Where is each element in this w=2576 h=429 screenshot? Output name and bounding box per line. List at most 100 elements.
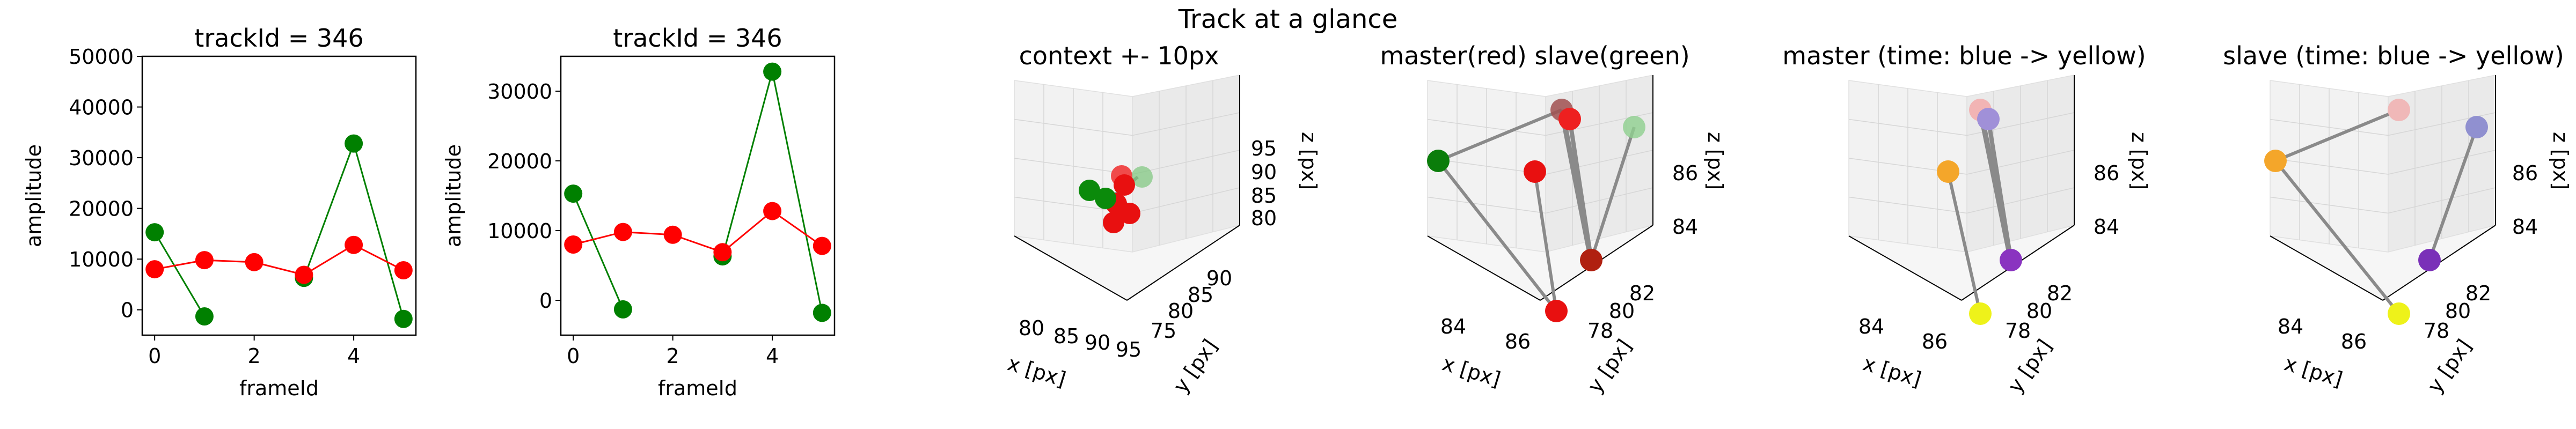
track-point [1131, 166, 1153, 188]
x-tick-label: 4 [766, 344, 779, 368]
y-tick-label: 85 [1188, 283, 1213, 307]
z-tick-label: 90 [1251, 160, 1277, 184]
x-tick-label: 4 [347, 344, 360, 368]
y-tick-label: 40000 [69, 96, 134, 120]
z-tick-label: 85 [1251, 184, 1277, 208]
z-tick-label: 95 [1251, 137, 1277, 160]
x-tick-label: 2 [667, 344, 679, 368]
track-segment [1986, 119, 2013, 261]
x-axis-line [1848, 235, 1962, 301]
chart-title: trackId = 346 [194, 24, 363, 53]
grid-line [1427, 196, 1546, 214]
track-point [1119, 203, 1140, 224]
x-tick-label: 90 [1085, 331, 1110, 354]
y-tick-label: 78 [2005, 319, 2031, 343]
x-axis-line [2270, 235, 2383, 301]
track-point [2388, 302, 2410, 325]
series-line [154, 243, 404, 276]
x-tick-label: 0 [148, 344, 161, 368]
data-point [613, 223, 632, 241]
z-tick-label: 84 [2094, 215, 2119, 239]
track-point [1427, 150, 1450, 172]
track-point [1103, 212, 1124, 233]
track-point [2000, 249, 2022, 271]
x-axis-label: frameId [239, 376, 319, 400]
z-axis-label: z [px] [2127, 132, 2151, 190]
track-segment [1946, 171, 1982, 314]
data-point [394, 261, 413, 279]
y-tick-label: 82 [2047, 282, 2073, 305]
line-chart-2: trackId = 346 0 10000 20000 30000 0 2 4 frameId a… [442, 24, 836, 400]
z-tick-label: 86 [2512, 161, 2538, 185]
grid-line [1848, 196, 1967, 214]
data-point [195, 307, 214, 326]
data-point [345, 134, 363, 153]
z-tick-label: 80 [1251, 206, 1277, 230]
series-1 [564, 62, 831, 322]
y-tick-label: 0 [539, 289, 552, 313]
chart-title: trackId = 346 [613, 24, 782, 53]
track-point [2465, 116, 2488, 138]
chart-title: context +- 10px [1019, 41, 1219, 70]
x-tick-label: 84 [2278, 315, 2303, 338]
grid-line [2388, 187, 2496, 214]
track-segment [2274, 108, 2400, 162]
series-1 [145, 134, 413, 328]
y-tick-label: 10000 [69, 248, 134, 271]
y-tick-label: 78 [1587, 319, 1613, 343]
x-axis-label: x [px] [1439, 351, 1503, 391]
line-charts: trackId = 346 0 10000 20000 30000 40000 50000 0… [22, 24, 836, 400]
x-tick-label: 86 [1922, 330, 1948, 353]
track-segment [1533, 171, 1558, 312]
x-tick-label: 86 [2341, 330, 2367, 353]
track-point [1580, 249, 1602, 271]
y-tick-label: 50000 [69, 45, 134, 69]
track-point [1558, 108, 1581, 130]
z-tick-label: 84 [1672, 215, 1698, 239]
scatter3d-panel-4: slave (time: blue -> yellow) x [px] y [px]… [2223, 41, 2572, 397]
track-segment [1590, 127, 1636, 261]
series-line [572, 71, 823, 313]
z-tick-label: 84 [2512, 215, 2538, 239]
track-point [2388, 99, 2410, 121]
data-point [813, 304, 831, 322]
track-point [1623, 116, 1645, 138]
chart-title: master (time: blue -> yellow) [1782, 41, 2146, 70]
track-segment [2274, 160, 2401, 315]
x-axis-label: frameId [658, 376, 737, 400]
line-chart-1: trackId = 346 0 10000 20000 30000 40000 50000 0… [22, 24, 417, 400]
y-tick-label: 30000 [69, 146, 134, 170]
grid-line [1132, 187, 1240, 214]
data-point [763, 202, 782, 220]
data-point [763, 62, 782, 81]
data-point [713, 243, 732, 262]
data-point [145, 260, 164, 279]
data-point [813, 236, 831, 255]
x-tick-label: 80 [1019, 316, 1044, 340]
y-axis-label: y [px] [2003, 335, 2057, 397]
y-tick-label: 82 [1629, 282, 1655, 305]
y-tick-label: 80 [1609, 299, 1635, 323]
z-axis-label: z [px] [2549, 132, 2572, 190]
x-tick-label: 2 [248, 344, 261, 368]
y-tick-label: 78 [2424, 319, 2449, 343]
track-point [1969, 302, 1992, 325]
track-segment [1568, 119, 1593, 261]
data-point [613, 300, 632, 319]
y-tick-label: 0 [121, 299, 134, 322]
data-point [663, 225, 682, 244]
track-point [1545, 300, 1568, 322]
data-point [245, 253, 264, 271]
x-axis-label: x [px] [1005, 351, 1069, 391]
x-tick-label: 95 [1116, 338, 1141, 361]
y-axis-label: amplitude [442, 144, 465, 247]
x-axis-line [1014, 235, 1128, 301]
x-axis-label: x [px] [2281, 351, 2345, 391]
data-point [564, 235, 583, 254]
data-point [394, 309, 413, 328]
chart-title: master(red) slave(green) [1380, 41, 1689, 70]
scatter3d-panel-2: master(red) slave(green) x [px] y [px] z [p… [1380, 41, 1727, 397]
track-segment [1437, 108, 1563, 162]
series-2 [564, 202, 831, 262]
